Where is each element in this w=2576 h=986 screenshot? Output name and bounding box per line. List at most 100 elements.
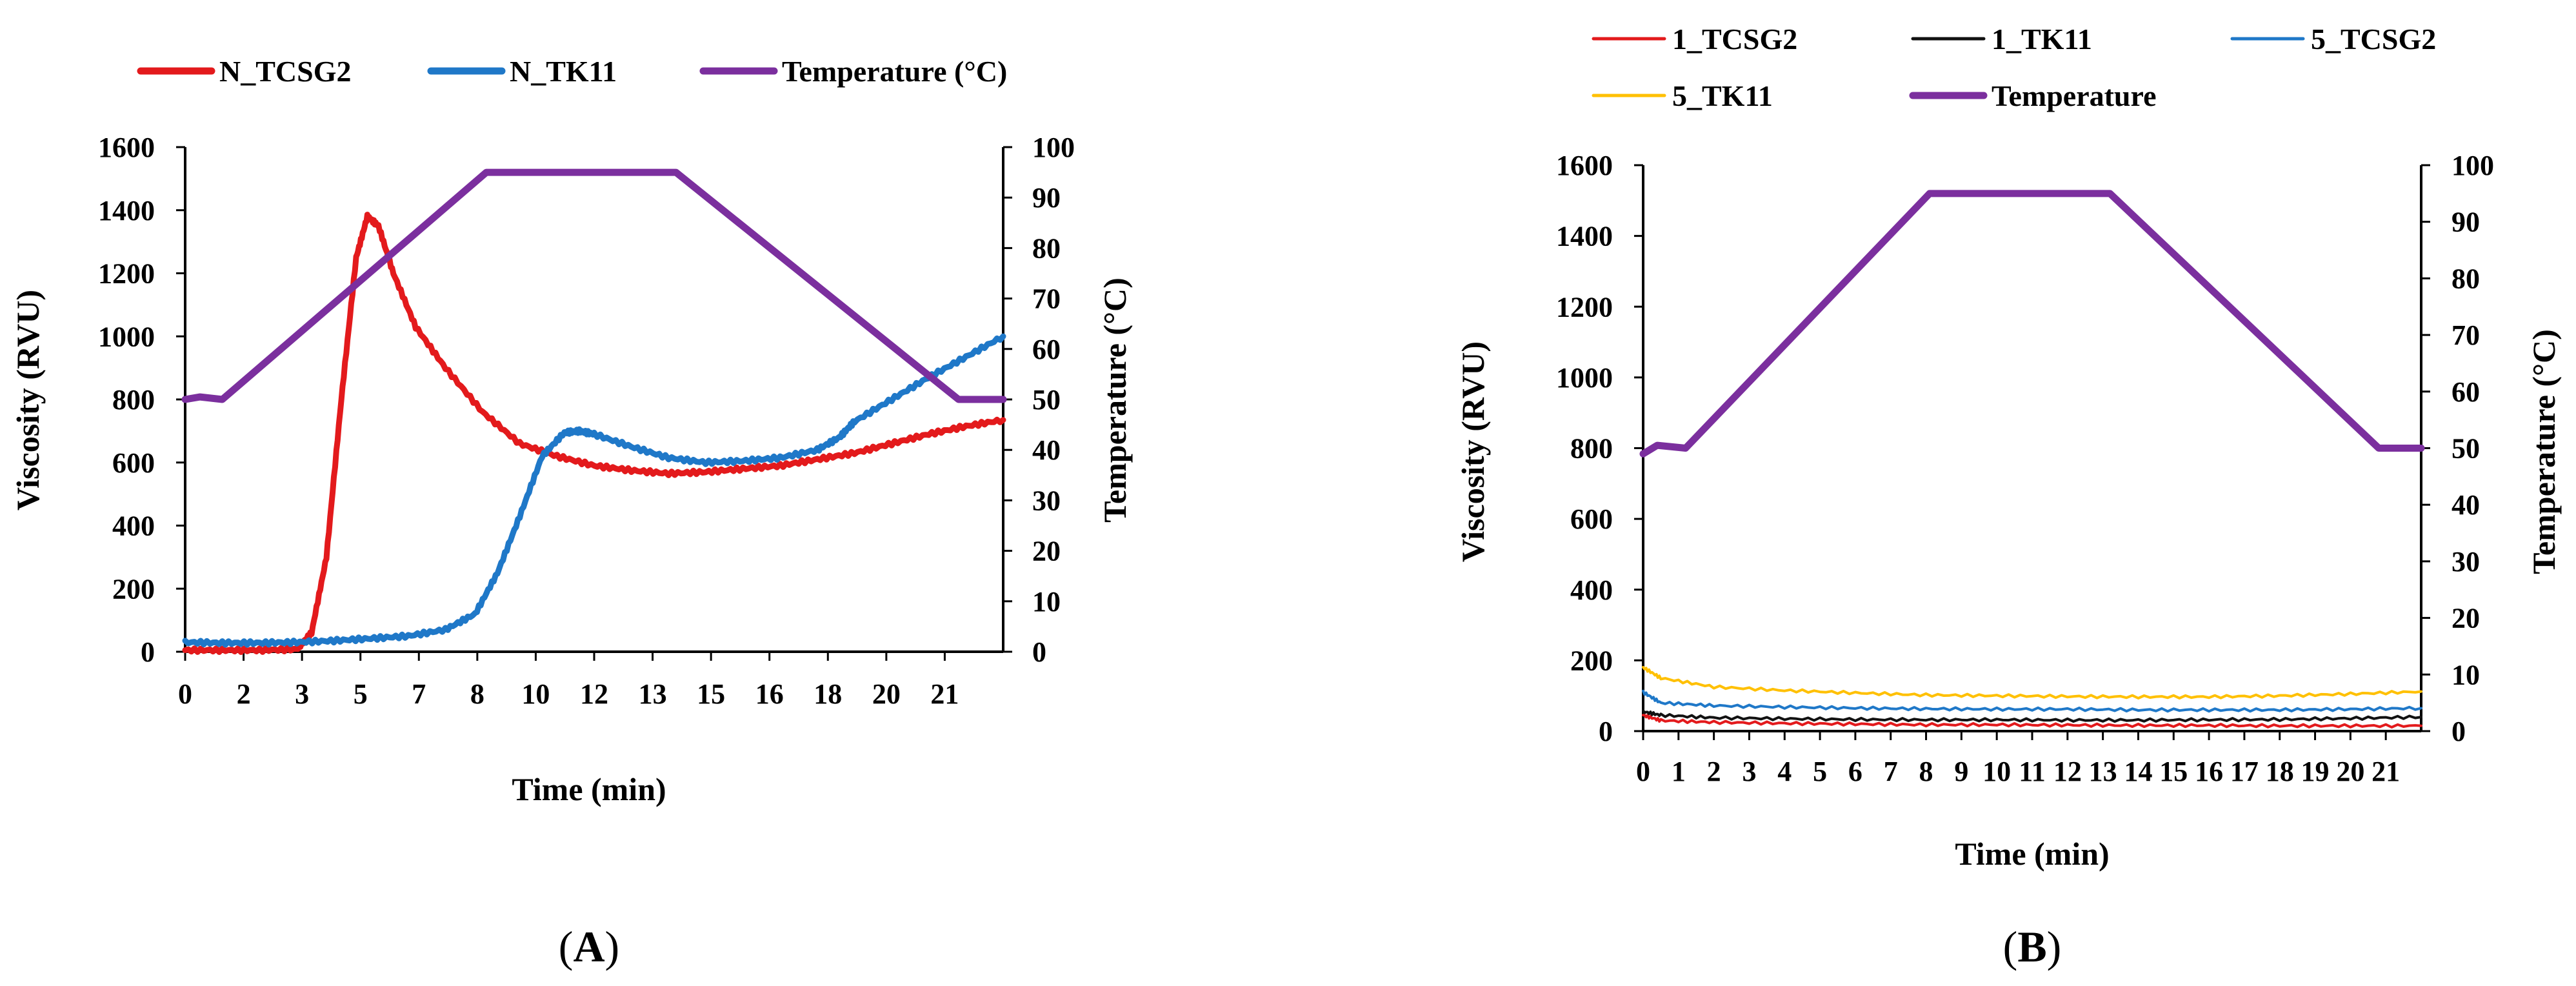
x-tick-label: 18 bbox=[814, 678, 842, 710]
panel-label: (B) bbox=[2003, 922, 2062, 971]
y-left-tick-label: 200 bbox=[1570, 645, 1613, 676]
x-tick-label: 12 bbox=[2053, 756, 2082, 787]
series-line-temperature bbox=[1639, 190, 2425, 458]
y-axis-right-title: Temperature (°C) bbox=[2526, 329, 2562, 574]
x-axis-title: Time (min) bbox=[1955, 836, 2109, 872]
y-axis-left-title: Viscosity (RVU) bbox=[1455, 341, 1491, 562]
y-right-tick-label: 30 bbox=[1032, 485, 1061, 516]
series-line-1-tcsg2 bbox=[1642, 714, 2422, 729]
x-tick-label: 0 bbox=[178, 678, 192, 710]
legend-label: 5_TK11 bbox=[1672, 79, 1773, 112]
series-line-n-tcsg2 bbox=[182, 212, 1006, 655]
panel-label-close: ) bbox=[605, 922, 620, 971]
x-tick-label: 5 bbox=[1813, 756, 1827, 787]
y-right-tick-label: 30 bbox=[2451, 546, 2480, 578]
panel-label-letter: B bbox=[2017, 922, 2046, 971]
legend-label: N_TCSG2 bbox=[219, 55, 351, 88]
y-left-tick-label: 1400 bbox=[1556, 221, 1613, 252]
y-left-tick-label: 200 bbox=[112, 573, 155, 605]
y-left-tick-label: 800 bbox=[1570, 433, 1613, 465]
panel-label-close: ) bbox=[2047, 922, 2062, 971]
x-tick-label: 0 bbox=[1636, 756, 1650, 787]
x-tick-label: 15 bbox=[2159, 756, 2188, 787]
x-tick-label: 21 bbox=[2371, 756, 2400, 787]
x-tick-label: 18 bbox=[2266, 756, 2294, 787]
x-tick-label: 7 bbox=[412, 678, 426, 710]
y-right-tick-label: 60 bbox=[1032, 334, 1061, 365]
series-line-n-tk11 bbox=[182, 333, 1006, 648]
x-tick-label: 2 bbox=[237, 678, 251, 710]
x-tick-label: 13 bbox=[639, 678, 667, 710]
panel-label-open: ( bbox=[559, 922, 574, 971]
y-left-tick-label: 1600 bbox=[1556, 150, 1613, 181]
y-left-tick-label: 400 bbox=[1570, 574, 1613, 606]
y-right-tick-label: 60 bbox=[2451, 376, 2480, 408]
y-right-tick-label: 70 bbox=[2451, 319, 2480, 351]
y-axis-right-title: Temperature (°C) bbox=[1097, 277, 1133, 523]
y-right-tick-label: 100 bbox=[2451, 150, 2494, 181]
y-right-tick-label: 50 bbox=[1032, 384, 1061, 416]
panel-label: (A) bbox=[559, 922, 619, 971]
x-tick-label: 16 bbox=[755, 678, 784, 710]
series-line-5-tcsg2 bbox=[1642, 689, 2422, 713]
y-left-tick-label: 1000 bbox=[1556, 362, 1613, 394]
legend-label: Temperature bbox=[1992, 79, 2157, 112]
x-tick-label: 20 bbox=[872, 678, 901, 710]
y-right-tick-label: 90 bbox=[2451, 206, 2480, 238]
x-tick-label: 10 bbox=[521, 678, 550, 710]
x-tick-label: 19 bbox=[2301, 756, 2330, 787]
y-right-tick-label: 40 bbox=[2451, 489, 2480, 521]
series-line-1-tk11 bbox=[1642, 709, 2422, 723]
x-tick-label: 2 bbox=[1707, 756, 1721, 787]
x-tick-label: 17 bbox=[2230, 756, 2259, 787]
y-left-tick-label: 400 bbox=[112, 510, 155, 542]
x-tick-label: 5 bbox=[354, 678, 368, 710]
x-tick-label: 12 bbox=[580, 678, 608, 710]
x-tick-label: 20 bbox=[2336, 756, 2364, 787]
y-right-tick-label: 20 bbox=[1032, 536, 1061, 567]
y-right-tick-label: 40 bbox=[1032, 434, 1061, 466]
x-tick-label: 14 bbox=[2124, 756, 2152, 787]
x-tick-label: 8 bbox=[470, 678, 484, 710]
x-tick-label: 8 bbox=[1919, 756, 1933, 787]
panel-a: 0200400600800100012001400160001020304050… bbox=[10, 55, 1133, 971]
y-left-tick-label: 600 bbox=[112, 447, 155, 479]
y-right-tick-label: 80 bbox=[1032, 232, 1061, 264]
y-right-tick-label: 80 bbox=[2451, 263, 2480, 294]
y-right-tick-label: 20 bbox=[2451, 603, 2480, 634]
x-tick-label: 6 bbox=[1848, 756, 1862, 787]
y-left-tick-label: 1200 bbox=[98, 258, 155, 290]
x-tick-label: 7 bbox=[1884, 756, 1898, 787]
legend-label: Temperature (°C) bbox=[782, 55, 1007, 88]
x-tick-label: 13 bbox=[2089, 756, 2117, 787]
x-tick-label: 10 bbox=[1982, 756, 2011, 787]
y-left-tick-label: 1400 bbox=[98, 195, 155, 226]
panel-label-letter: A bbox=[573, 922, 604, 971]
y-left-tick-label: 0 bbox=[1599, 716, 1613, 747]
legend-label: 5_TCSG2 bbox=[2311, 23, 2436, 55]
y-left-tick-label: 0 bbox=[141, 636, 155, 668]
x-tick-label: 16 bbox=[2195, 756, 2223, 787]
y-right-tick-label: 10 bbox=[1032, 586, 1061, 618]
x-tick-label: 9 bbox=[1954, 756, 1968, 787]
x-tick-label: 15 bbox=[697, 678, 725, 710]
x-tick-label: 21 bbox=[930, 678, 959, 710]
x-tick-label: 3 bbox=[1742, 756, 1756, 787]
y-right-tick-label: 100 bbox=[1032, 132, 1075, 163]
series-line-temperature-c- bbox=[181, 168, 1007, 403]
y-right-tick-label: 0 bbox=[2451, 716, 2466, 747]
y-left-tick-label: 1200 bbox=[1556, 291, 1613, 323]
series-line-5-tk11 bbox=[1642, 666, 2422, 699]
y-right-tick-label: 0 bbox=[1032, 636, 1046, 668]
legend-label: 1_TK11 bbox=[1992, 23, 2092, 55]
y-left-tick-label: 1000 bbox=[98, 321, 155, 352]
y-left-tick-label: 600 bbox=[1570, 503, 1613, 535]
x-tick-label: 11 bbox=[2019, 756, 2046, 787]
x-axis-title: Time (min) bbox=[512, 771, 666, 807]
y-left-tick-label: 1600 bbox=[98, 132, 155, 163]
y-right-tick-label: 90 bbox=[1032, 182, 1061, 214]
x-tick-label: 4 bbox=[1777, 756, 1792, 787]
y-left-tick-label: 800 bbox=[112, 384, 155, 416]
y-right-tick-label: 10 bbox=[2451, 659, 2480, 690]
